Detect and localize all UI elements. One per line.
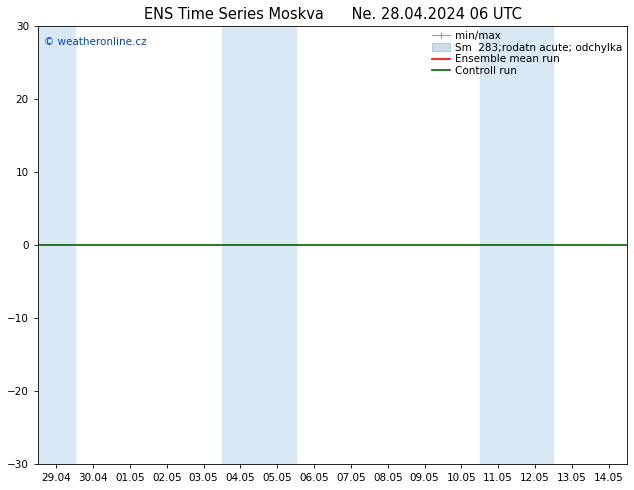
- Title: ENS Time Series Moskva      Ne. 28.04.2024 06 UTC: ENS Time Series Moskva Ne. 28.04.2024 06…: [143, 7, 521, 22]
- Text: © weatheronline.cz: © weatheronline.cz: [44, 37, 146, 47]
- Bar: [38, 26, 75, 464]
- Legend: min/max, Sm  283;rodatn acute; odchylka, Ensemble mean run, Controll run: min/max, Sm 283;rodatn acute; odchylka, …: [430, 29, 624, 78]
- Bar: [222, 26, 295, 464]
- Bar: [480, 26, 553, 464]
